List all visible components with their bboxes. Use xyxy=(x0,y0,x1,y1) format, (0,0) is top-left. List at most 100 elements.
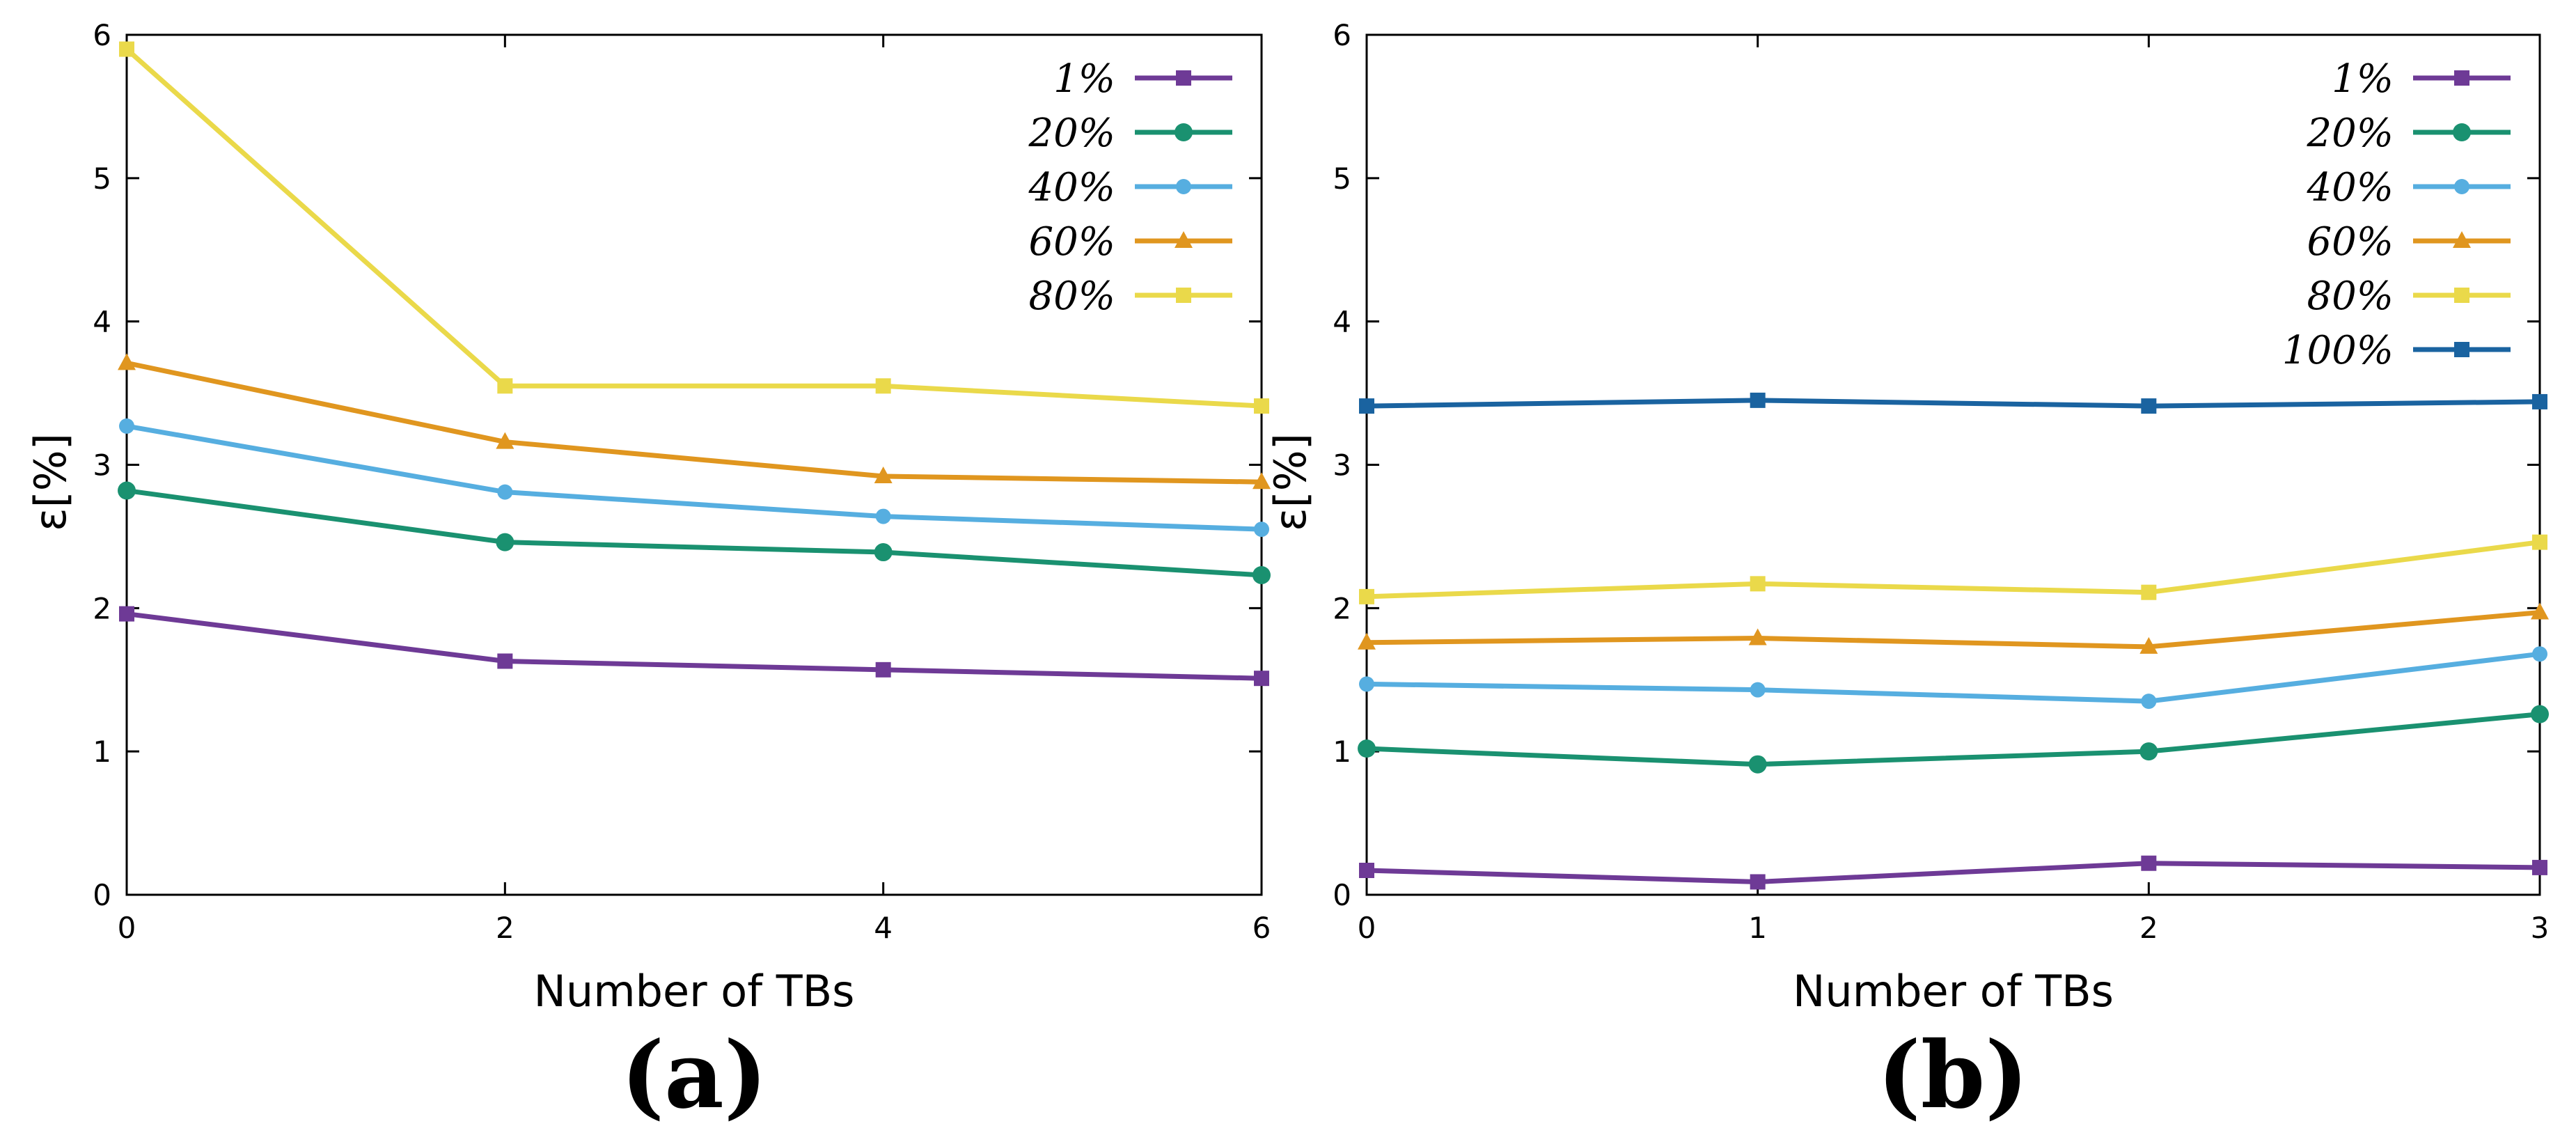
panel-b: 0 1 2 3 4 5 6 0 1 2 3 Number of TBs ε[%] (b) 1% 20% 40% 6… xyxy=(1265,18,2549,1129)
y-tick-label: 1 xyxy=(93,735,111,769)
data-point xyxy=(875,662,891,678)
y-tick-label: 2 xyxy=(1333,591,1351,625)
series-line-20% xyxy=(1366,712,2540,767)
data-point xyxy=(1252,565,1271,584)
series-line-60% xyxy=(1366,610,2540,650)
x-tick-label: 6 xyxy=(1252,911,1271,945)
x-axis-label: Number of TBs xyxy=(534,966,855,1017)
data-point xyxy=(2141,584,2157,600)
data-point xyxy=(497,484,513,500)
data-point xyxy=(1750,874,1766,890)
data-point xyxy=(2531,602,2549,620)
legend-marker xyxy=(1175,231,1193,248)
data-point xyxy=(1750,576,1766,592)
data-point xyxy=(1748,755,1767,774)
data-point xyxy=(1358,739,1376,758)
x-tick-label: 2 xyxy=(496,911,515,945)
legend-marker xyxy=(2454,288,2469,303)
y-tick-label: 4 xyxy=(93,305,111,339)
x-tick-label: 0 xyxy=(1358,911,1376,945)
y-tick-label: 0 xyxy=(1333,878,1351,912)
series-line-20% xyxy=(126,488,1262,578)
legend-marker xyxy=(2454,342,2469,357)
y-axis-label: ε[%] xyxy=(25,433,76,531)
data-point xyxy=(2139,742,2158,761)
legend-label: 40% xyxy=(1028,165,1115,210)
legend-marker xyxy=(2454,70,2469,86)
plot-frame xyxy=(1365,33,2541,896)
y-axis-label: ε[%] xyxy=(1265,433,1316,531)
y-tick-label: 3 xyxy=(93,448,111,483)
series-line-40% xyxy=(126,423,1262,532)
data-point xyxy=(1359,676,1374,692)
data-point xyxy=(1252,472,1271,490)
data-point xyxy=(2532,859,2547,875)
data-point xyxy=(1358,632,1376,650)
data-point xyxy=(2139,636,2158,654)
legend-label: 60% xyxy=(2307,219,2394,265)
series-line-1% xyxy=(126,611,1262,681)
panel-label: (a) xyxy=(621,1022,767,1129)
data-point xyxy=(119,606,134,622)
series-line-80% xyxy=(125,47,1262,409)
legend-marker xyxy=(1176,179,1191,194)
x-tick-label: 2 xyxy=(2139,911,2158,945)
legend-marker xyxy=(1176,70,1191,86)
data-point xyxy=(1254,522,1269,538)
y-tick-label: 4 xyxy=(1333,305,1351,339)
data-point xyxy=(875,508,891,524)
data-point xyxy=(2531,705,2549,723)
y-tick-label: 5 xyxy=(1333,162,1351,196)
y-tick-label: 6 xyxy=(93,18,111,52)
y-tick-label: 6 xyxy=(1333,18,1351,52)
legend-marker xyxy=(2454,179,2469,194)
data-point xyxy=(497,653,513,669)
legend-label: 80% xyxy=(1029,274,1115,319)
legend-marker xyxy=(1176,288,1191,303)
data-point xyxy=(1359,588,1374,604)
series-line-80% xyxy=(1366,540,2540,600)
plot-frame xyxy=(125,33,1263,896)
data-point xyxy=(118,481,136,500)
panel-a: 0 1 2 3 4 5 6 0 2 4 6 Number of TBs ε[%] (a) 1% 20% 40% 6… xyxy=(25,18,1271,1129)
data-point xyxy=(119,41,134,57)
data-point xyxy=(119,418,134,434)
series-line-40% xyxy=(1366,651,2540,704)
legend-marker xyxy=(2453,123,2471,141)
data-point xyxy=(496,533,515,551)
data-point xyxy=(496,432,515,449)
legend-label: 20% xyxy=(1028,111,1115,156)
data-point xyxy=(874,466,893,483)
y-tick-label: 1 xyxy=(1333,735,1351,769)
y-tick-label: 2 xyxy=(93,591,111,625)
data-point xyxy=(1750,682,1766,698)
y-tick-label: 3 xyxy=(1333,448,1351,483)
data-point xyxy=(2141,855,2157,871)
y-tick-label: 5 xyxy=(93,162,111,196)
data-point xyxy=(1359,398,1374,414)
x-tick-label: 1 xyxy=(1748,911,1767,945)
data-point xyxy=(1750,392,1766,408)
data-point xyxy=(2141,694,2157,710)
legend-label: 1% xyxy=(1053,56,1115,102)
legend-label: 100% xyxy=(2282,328,2394,373)
legend-marker xyxy=(1175,123,1193,141)
data-point xyxy=(2532,646,2547,662)
legend-marker xyxy=(2453,231,2471,248)
legend-label: 40% xyxy=(2307,165,2394,210)
legend-label: 80% xyxy=(2307,274,2394,319)
series-line-60% xyxy=(126,360,1262,485)
data-point xyxy=(875,378,891,394)
series-line-100% xyxy=(1366,398,2540,409)
data-point xyxy=(1748,628,1767,645)
legend-label: 20% xyxy=(2307,111,2394,156)
data-point xyxy=(1254,671,1269,687)
x-axis-label: Number of TBs xyxy=(1793,966,2114,1017)
x-tick-label: 3 xyxy=(2531,911,2550,945)
data-point xyxy=(2532,534,2547,550)
data-point xyxy=(1359,863,1374,879)
data-point xyxy=(497,378,513,394)
data-point xyxy=(2532,393,2547,409)
data-point xyxy=(118,353,136,370)
